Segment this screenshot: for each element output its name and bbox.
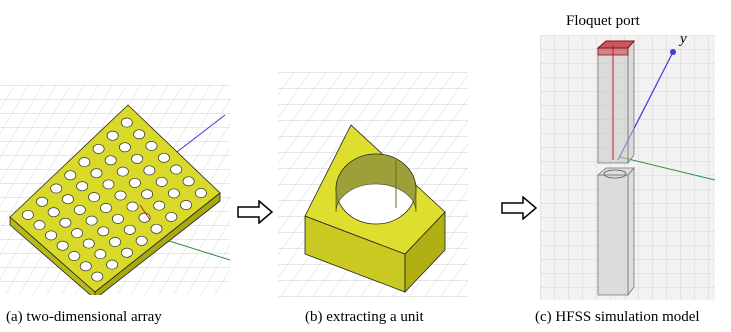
array-hole — [116, 166, 129, 177]
array-hole — [153, 200, 166, 211]
array-hole — [85, 215, 98, 226]
array-holes — [21, 117, 207, 282]
array-hole — [114, 190, 127, 201]
array-hole — [68, 251, 81, 261]
array-hole — [167, 188, 180, 199]
upper-airbox — [596, 39, 635, 165]
array-hole — [194, 188, 207, 198]
array-hole — [76, 181, 89, 192]
array-hole — [33, 220, 46, 231]
array-hole — [126, 201, 139, 212]
caption-c: (c) HFSS simulation model — [535, 309, 700, 325]
array-hole — [123, 224, 136, 235]
unit-cell-hole — [603, 169, 627, 179]
array-hole — [131, 153, 144, 164]
panel-unit — [278, 72, 468, 297]
red-axis — [139, 204, 151, 221]
array-hole — [120, 117, 133, 128]
array-hole — [106, 130, 119, 141]
array-hole — [104, 155, 117, 166]
array-hole — [180, 200, 193, 210]
array-hole — [97, 226, 110, 237]
array-hole — [143, 165, 156, 176]
array-hole — [170, 164, 183, 175]
array-hole — [78, 157, 91, 168]
array-hole — [71, 228, 84, 239]
array-hole — [45, 230, 58, 241]
array-hole — [59, 217, 72, 228]
array-hole — [157, 152, 170, 163]
array-hole — [56, 240, 69, 251]
panel-hfss-model — [540, 35, 715, 300]
array-hole — [91, 271, 104, 282]
array-hole — [92, 143, 105, 154]
array-hole — [94, 249, 107, 260]
array-hole — [145, 141, 158, 151]
arrow-right-icon — [237, 200, 273, 224]
array-hole — [73, 204, 86, 215]
array-hole — [120, 247, 133, 258]
caption-a: (a) two-dimensional array — [6, 309, 162, 325]
array-hole — [155, 176, 168, 187]
panel-array — [0, 85, 230, 295]
array-hole — [111, 213, 124, 224]
array-hole — [133, 129, 146, 140]
lower-airbox — [596, 166, 635, 297]
array-hole — [182, 176, 195, 187]
array-hole — [21, 209, 34, 220]
array-hole — [100, 203, 112, 213]
array-hole — [141, 189, 154, 200]
floquet-port — [596, 40, 636, 56]
array-hole — [109, 237, 122, 247]
arrow-right-icon — [501, 196, 537, 220]
array-hole — [118, 142, 131, 153]
array-hole — [106, 259, 119, 270]
array-hole — [150, 223, 163, 234]
array-hole — [47, 207, 60, 218]
floquet-port-label: Floquet port — [566, 13, 640, 29]
array-hole — [135, 235, 148, 246]
caption-b: (b) extracting a unit — [305, 309, 424, 325]
array-hole — [90, 168, 103, 179]
array-hole — [165, 211, 178, 222]
array-hole — [36, 196, 49, 207]
array-hole — [102, 179, 115, 190]
array-hole — [82, 238, 95, 249]
y-axis-label: y — [680, 31, 687, 47]
array-hole — [79, 261, 92, 272]
array-hole — [128, 177, 141, 188]
array-hole — [64, 170, 77, 181]
array-hole — [50, 183, 63, 194]
y-axis-point — [670, 49, 676, 55]
array-hole — [88, 192, 101, 203]
green-axis — [619, 156, 715, 181]
array-hole — [62, 194, 74, 205]
